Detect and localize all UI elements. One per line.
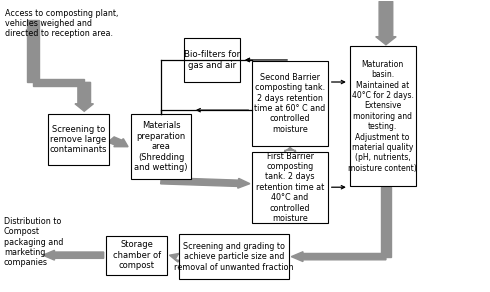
Text: Bio-filters for
gas and air: Bio-filters for gas and air	[184, 50, 240, 70]
Text: Screening to
remove large
contaminants: Screening to remove large contaminants	[49, 125, 107, 154]
Text: Materials
preparation
area
(Shredding
and wetting): Materials preparation area (Shredding an…	[134, 121, 188, 172]
Polygon shape	[381, 187, 392, 257]
FancyBboxPatch shape	[350, 46, 416, 187]
FancyBboxPatch shape	[179, 234, 289, 279]
Polygon shape	[75, 82, 94, 111]
Polygon shape	[43, 250, 104, 260]
Polygon shape	[161, 178, 250, 188]
FancyBboxPatch shape	[184, 38, 240, 82]
Text: Distribution to
Compost
packaging and
marketing
companies: Distribution to Compost packaging and ma…	[4, 217, 63, 267]
Text: Storage
chamber of
compost: Storage chamber of compost	[113, 240, 161, 270]
FancyBboxPatch shape	[252, 61, 328, 146]
Text: Maturation
basin.
Maintained at
40°C for 2 days.
Extensive
monitoring and
testin: Maturation basin. Maintained at 40°C for…	[348, 60, 417, 173]
Polygon shape	[291, 252, 386, 262]
Text: Access to composting plant,
vehicles weighed and
directed to reception area.: Access to composting plant, vehicles wei…	[5, 9, 119, 39]
FancyBboxPatch shape	[252, 152, 328, 223]
Text: Screening and grading to
achieve particle size and
removal of unwanted fraction: Screening and grading to achieve particl…	[174, 242, 294, 272]
Polygon shape	[376, 1, 396, 45]
Polygon shape	[27, 20, 39, 82]
Polygon shape	[33, 79, 84, 86]
FancyBboxPatch shape	[106, 236, 167, 275]
FancyBboxPatch shape	[130, 114, 192, 179]
Polygon shape	[170, 253, 183, 262]
Polygon shape	[282, 147, 298, 154]
Polygon shape	[108, 137, 128, 147]
Text: First Barrier
composting
tank. 2 days
retention time at
40°C and
controlled
mois: First Barrier composting tank. 2 days re…	[256, 152, 324, 223]
FancyBboxPatch shape	[48, 114, 109, 165]
Text: Second Barrier
composting tank.
2 days retention
time at 60° C and
controlled
mo: Second Barrier composting tank. 2 days r…	[254, 73, 326, 134]
